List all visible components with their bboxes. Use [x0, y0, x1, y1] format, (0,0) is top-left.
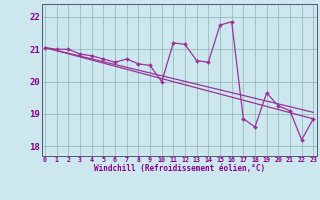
- X-axis label: Windchill (Refroidissement éolien,°C): Windchill (Refroidissement éolien,°C): [94, 164, 265, 173]
